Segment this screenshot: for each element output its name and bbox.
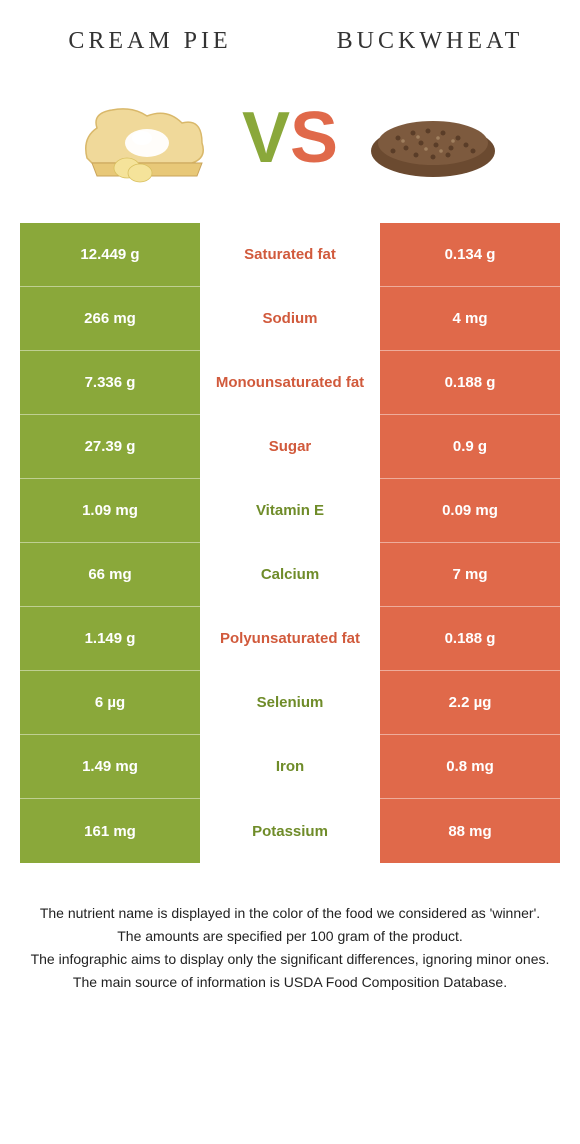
table-row: 66 mgCalcium7 mg [20, 543, 560, 607]
table-row: 1.149 gPolyunsaturated fat0.188 g [20, 607, 560, 671]
value-left: 1.49 mg [20, 735, 200, 799]
value-left: 27.39 g [20, 415, 200, 479]
nutrient-label: Monounsaturated fat [200, 351, 380, 415]
vs-label: VS [242, 97, 338, 179]
value-right: 2.2 µg [380, 671, 560, 735]
vs-row: VS [0, 73, 580, 223]
table-row: 7.336 gMonounsaturated fat0.188 g [20, 351, 560, 415]
table-row: 161 mgPotassium88 mg [20, 799, 560, 863]
value-right: 0.134 g [380, 223, 560, 287]
nutrient-label: Sodium [200, 287, 380, 351]
value-left: 7.336 g [20, 351, 200, 415]
footer-line-4: The main source of information is USDA F… [30, 972, 550, 993]
value-right: 0.9 g [380, 415, 560, 479]
nutrient-label: Saturated fat [200, 223, 380, 287]
table-row: 1.49 mgIron0.8 mg [20, 735, 560, 799]
nutrient-label: Polyunsaturated fat [200, 607, 380, 671]
value-left: 12.449 g [20, 223, 200, 287]
nutrient-label: Vitamin E [200, 479, 380, 543]
footer-line-1: The nutrient name is displayed in the co… [30, 903, 550, 924]
nutrient-label: Potassium [200, 799, 380, 863]
title-right: BUCKWHEAT [290, 28, 570, 55]
value-left: 1.149 g [20, 607, 200, 671]
value-right: 88 mg [380, 799, 560, 863]
comparison-table: 12.449 gSaturated fat0.134 g266 mgSodium… [20, 223, 560, 863]
value-right: 4 mg [380, 287, 560, 351]
table-row: 266 mgSodium4 mg [20, 287, 560, 351]
buckwheat-image [358, 83, 508, 193]
value-left: 266 mg [20, 287, 200, 351]
value-right: 0.09 mg [380, 479, 560, 543]
table-row: 12.449 gSaturated fat0.134 g [20, 223, 560, 287]
nutrient-label: Iron [200, 735, 380, 799]
value-right: 7 mg [380, 543, 560, 607]
cream-pie-image [72, 83, 222, 193]
vs-v: V [242, 97, 290, 179]
value-left: 1.09 mg [20, 479, 200, 543]
value-left: 6 µg [20, 671, 200, 735]
title-left: CREAM PIE [10, 28, 290, 55]
header: CREAM PIE BUCKWHEAT [0, 0, 580, 73]
table-row: 27.39 gSugar0.9 g [20, 415, 560, 479]
footer-line-3: The infographic aims to display only the… [30, 949, 550, 970]
value-right: 0.188 g [380, 351, 560, 415]
nutrient-label: Selenium [200, 671, 380, 735]
value-right: 0.188 g [380, 607, 560, 671]
footer-notes: The nutrient name is displayed in the co… [0, 863, 580, 1015]
table-row: 6 µgSelenium2.2 µg [20, 671, 560, 735]
value-left: 161 mg [20, 799, 200, 863]
nutrient-label: Sugar [200, 415, 380, 479]
footer-line-2: The amounts are specified per 100 gram o… [30, 926, 550, 947]
nutrient-label: Calcium [200, 543, 380, 607]
value-left: 66 mg [20, 543, 200, 607]
value-right: 0.8 mg [380, 735, 560, 799]
vs-s: S [290, 97, 338, 179]
table-row: 1.09 mgVitamin E0.09 mg [20, 479, 560, 543]
